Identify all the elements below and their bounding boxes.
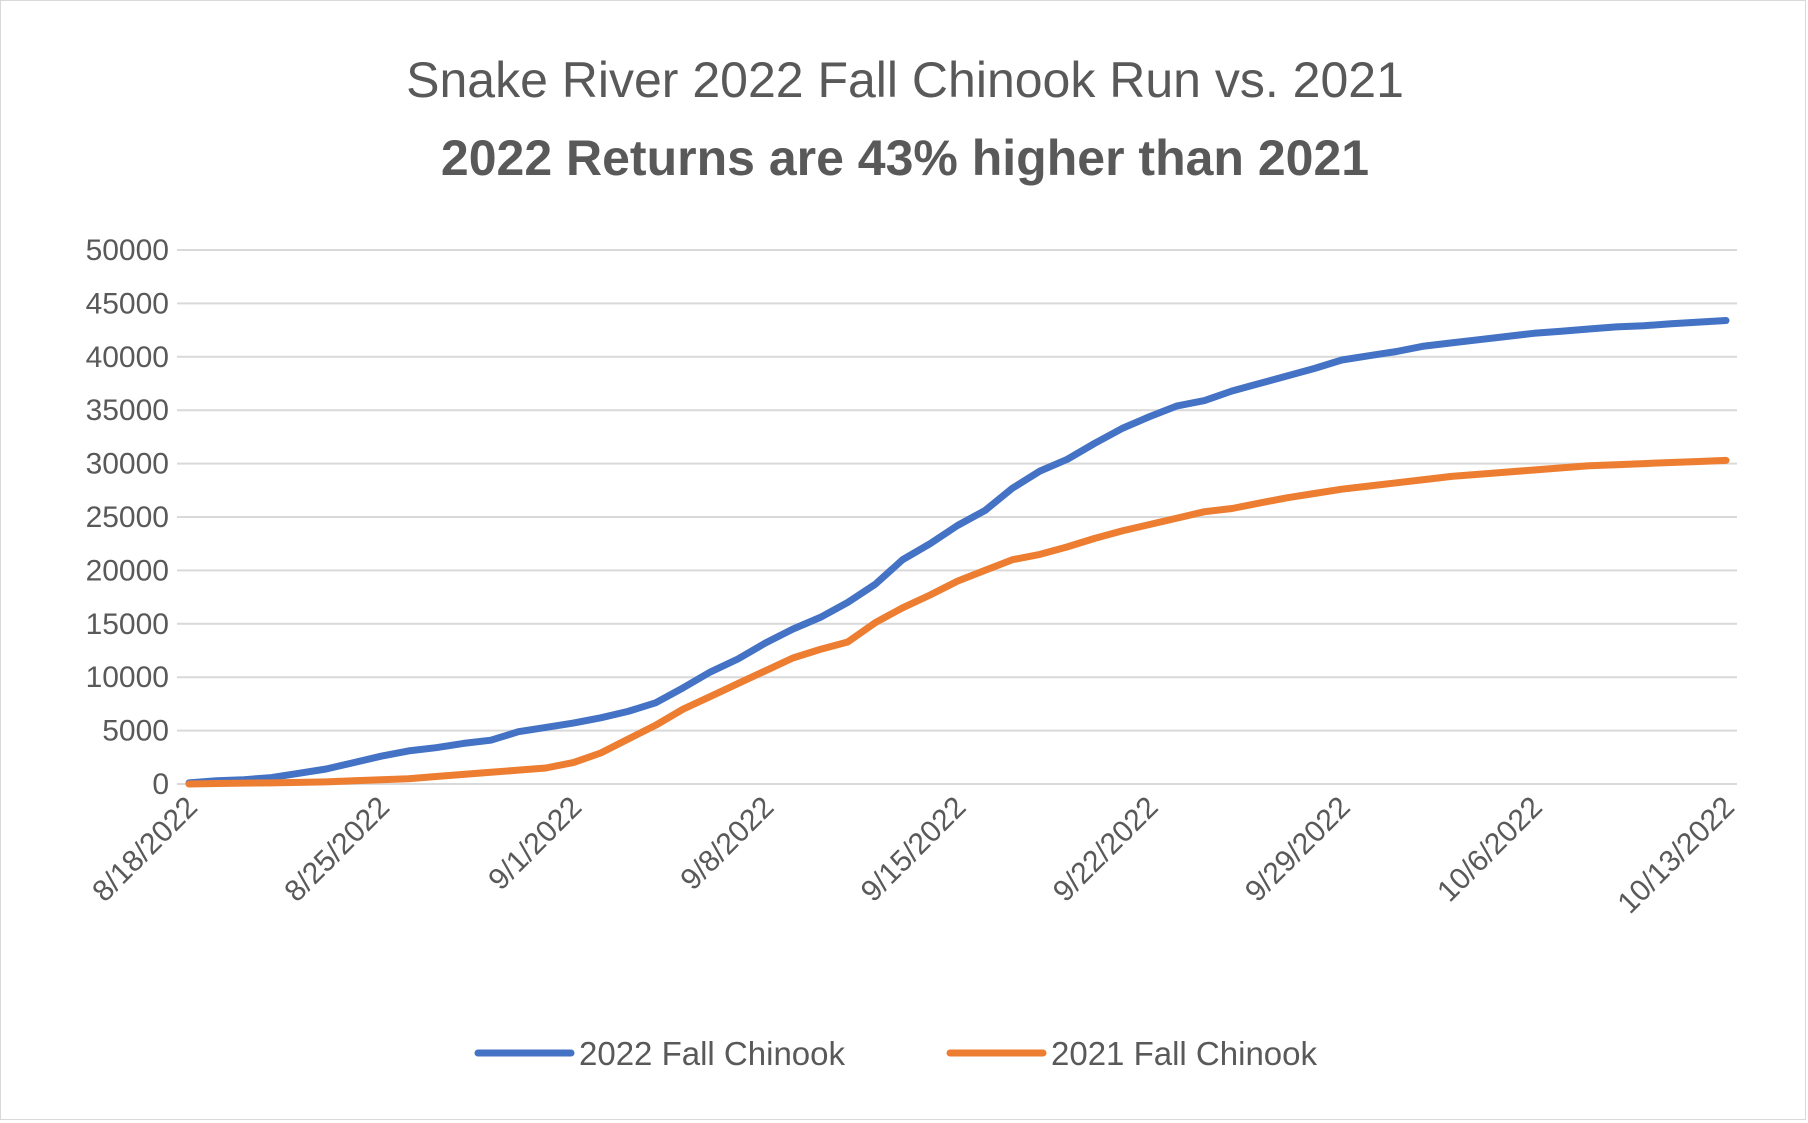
legend-label: 2022 Fall Chinook <box>579 1035 845 1072</box>
x-tick-label: 9/8/2022 <box>674 791 780 897</box>
x-tick-label: 10/13/2022 <box>1611 791 1741 921</box>
x-tick-label: 9/22/2022 <box>1047 791 1165 909</box>
y-tick-label: 10000 <box>86 661 169 694</box>
y-tick-label: 35000 <box>86 394 169 427</box>
chart-subtitle: 2022 Returns are 43% higher than 2021 <box>441 130 1369 186</box>
series-line-2021-fall-chinook <box>185 456 1730 788</box>
x-tick-label: 10/6/2022 <box>1431 791 1549 909</box>
y-tick-label: 15000 <box>86 608 169 641</box>
gridlines <box>177 249 1737 785</box>
legend: 2022 Fall Chinook 2021 Fall Chinook <box>474 1035 1317 1072</box>
y-tick-label: 5000 <box>102 715 169 748</box>
x-tick-label: 8/18/2022 <box>86 791 204 909</box>
x-tick-label: 9/15/2022 <box>855 791 973 909</box>
series-lines <box>185 317 1730 788</box>
y-tick-label: 25000 <box>86 501 169 534</box>
y-axis-tick-labels: 0 5000 10000 15000 20000 25000 30000 35000 40000… <box>86 234 169 801</box>
x-tick-label: 9/1/2022 <box>482 791 588 897</box>
y-tick-label: 45000 <box>86 287 169 320</box>
y-tick-label: 30000 <box>86 448 169 481</box>
legend-label: 2021 Fall Chinook <box>1051 1035 1317 1072</box>
chart-title: Snake River 2022 Fall Chinook Run vs. 20… <box>406 52 1404 108</box>
series-line-2022-fall-chinook <box>185 317 1730 787</box>
x-tick-label: 8/25/2022 <box>278 791 396 909</box>
x-axis-tick-labels: 8/18/2022 8/25/2022 9/1/2022 9/8/2022 9/15/2… <box>86 791 1741 921</box>
y-tick-label: 40000 <box>86 341 169 374</box>
y-tick-label: 0 <box>152 768 169 801</box>
y-tick-label: 50000 <box>86 234 169 267</box>
x-tick-label: 9/29/2022 <box>1239 791 1357 909</box>
y-tick-label: 20000 <box>86 554 169 587</box>
